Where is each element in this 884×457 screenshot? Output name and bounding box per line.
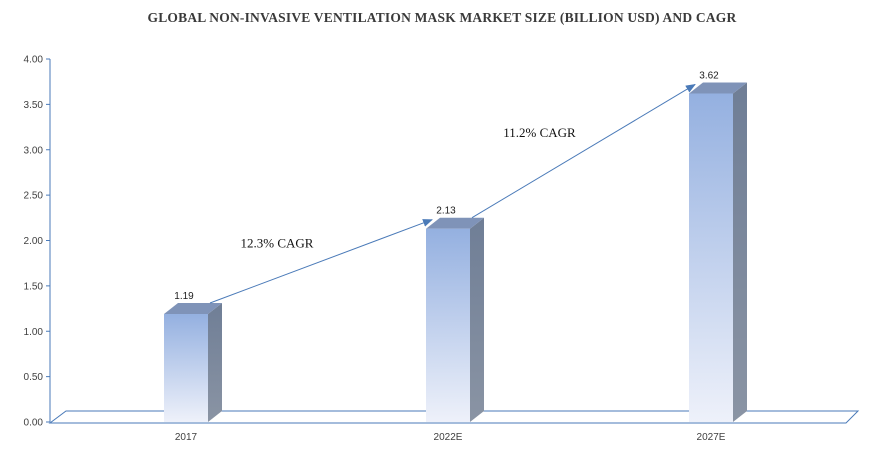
x-axis-ticks: 2017 2022E 2027E	[175, 432, 726, 443]
x-tick-label-2022E: 2022E	[434, 432, 463, 443]
cagr-label: 12.3% CAGR	[241, 235, 314, 250]
bar-2022E	[426, 217, 484, 422]
chart-title: GLOBAL NON-INVASIVE VENTILATION MASK MAR…	[147, 10, 737, 25]
bar-top-face	[426, 217, 484, 229]
y-tick-label: 1.00	[24, 327, 44, 338]
bar-side-face	[470, 217, 484, 422]
y-tick-label: 3.50	[24, 100, 44, 111]
cagr-annotations: 12.3% CAGR 11.2% CAGR	[209, 83, 696, 304]
y-tick-label: 0.50	[24, 372, 44, 383]
data-labels: 1.19 2.13 3.62	[174, 70, 719, 302]
bar-front-face	[164, 314, 208, 422]
y-tick-label: 2.00	[24, 236, 44, 247]
x-tick-label-2027E: 2027E	[697, 432, 726, 443]
y-tick-label: 1.50	[24, 281, 44, 292]
bar-top-face	[164, 303, 222, 315]
cagr-arrow	[209, 219, 433, 304]
x-tick-label-2017: 2017	[175, 432, 198, 443]
y-tick-label: 0.00	[24, 418, 44, 429]
bar-front-face	[426, 228, 470, 422]
bar-2027E	[689, 82, 747, 423]
cagr-label: 11.2% CAGR	[503, 125, 576, 140]
data-label-2027E: 3.62	[699, 70, 719, 81]
bars	[164, 82, 747, 423]
y-tick-label: 2.50	[24, 191, 44, 202]
y-tick-label: 4.00	[24, 55, 44, 66]
y-tick-label: 3.00	[24, 145, 44, 156]
floor-plane	[48, 410, 860, 424]
bar-front-face	[689, 93, 733, 423]
y-axis: 0.00 0.50 1.00 1.50 2.00 2.50 3.00 3.50 4.00	[24, 55, 51, 429]
bar-2017	[164, 303, 222, 422]
bar-side-face	[733, 82, 747, 423]
data-label-2022E: 2.13	[436, 206, 456, 217]
data-label-2017: 1.19	[174, 291, 194, 302]
chart-floor	[48, 410, 860, 424]
cagr-arrow	[471, 83, 696, 219]
bar-top-face	[689, 82, 747, 94]
bar-side-face	[208, 303, 222, 422]
